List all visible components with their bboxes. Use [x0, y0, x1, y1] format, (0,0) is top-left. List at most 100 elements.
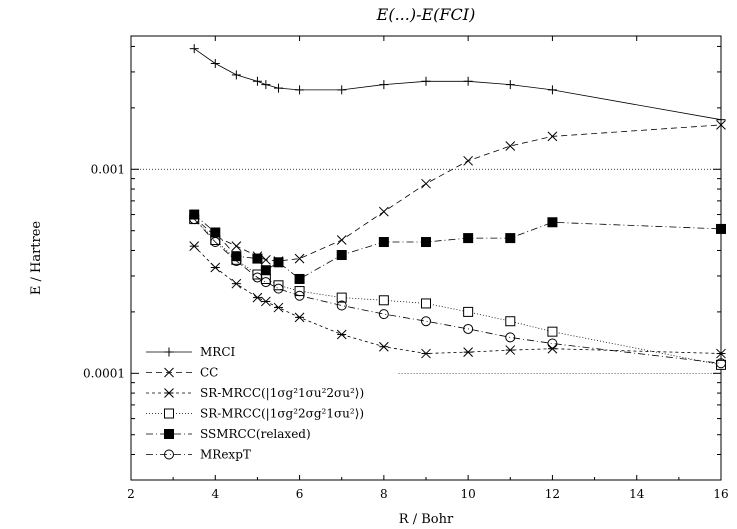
- series-5: [189, 214, 726, 369]
- legend-label: SR-MRCC(|1σg²1σu²2σu²⟩): [200, 386, 364, 400]
- y-tick-label: 0.0001: [83, 366, 125, 380]
- data-point: [463, 155, 473, 166]
- data-point: [260, 265, 271, 276]
- legend-marker: [164, 429, 174, 439]
- data-point: [273, 280, 284, 291]
- x-tick-label: 4: [211, 487, 219, 501]
- series-line: [193, 214, 722, 280]
- data-point: [336, 250, 347, 261]
- data-point: [252, 76, 262, 86]
- data-point: [231, 241, 242, 252]
- data-point: [379, 80, 389, 90]
- x-tick-label: 6: [296, 487, 304, 501]
- data-point: [273, 283, 284, 294]
- data-point: [716, 358, 726, 369]
- data-point: [463, 323, 474, 334]
- data-point: [421, 178, 431, 189]
- data-point: [505, 332, 516, 343]
- data-point: [210, 58, 220, 68]
- data-point: [210, 262, 221, 273]
- data-point: [260, 277, 271, 288]
- legend-marker: [164, 367, 174, 378]
- series-line: [193, 124, 722, 262]
- x-tick-label: 8: [380, 487, 388, 501]
- data-point: [421, 298, 431, 309]
- data-point: [547, 131, 558, 142]
- data-point: [463, 233, 474, 244]
- data-point: [261, 296, 271, 307]
- series-line: [193, 218, 722, 366]
- series-0: [189, 44, 726, 125]
- x-tick-label: 12: [545, 487, 560, 501]
- data-point: [210, 227, 221, 238]
- series-line: [193, 245, 722, 354]
- data-point: [716, 120, 726, 130]
- x-axis-label: R / Bohr: [399, 512, 454, 527]
- series-4: [189, 209, 726, 284]
- legend-marker: [164, 449, 174, 460]
- data-point: [421, 348, 431, 359]
- data-point: [294, 290, 305, 301]
- legend-label: MRexpT: [200, 448, 251, 462]
- data-point: [273, 257, 284, 268]
- data-point: [716, 115, 726, 125]
- data-point: [463, 306, 474, 317]
- data-point: [231, 278, 242, 289]
- x-tick-label: 2: [127, 487, 135, 501]
- data-point: [274, 83, 283, 93]
- data-point: [294, 273, 305, 284]
- data-point: [463, 347, 473, 357]
- data-point: [210, 237, 221, 248]
- data-point: [378, 237, 389, 248]
- data-point: [252, 272, 263, 283]
- data-point: [252, 253, 263, 264]
- data-point: [378, 295, 389, 306]
- data-point: [294, 253, 305, 264]
- data-point: [547, 338, 558, 349]
- y-axis-label: E / Hartree: [29, 221, 44, 296]
- data-point: [505, 233, 516, 244]
- data-point: [421, 316, 431, 327]
- data-point: [336, 300, 347, 311]
- x-tick-label: 16: [713, 487, 728, 501]
- data-point: [547, 217, 558, 228]
- legend-label: MRCI: [200, 345, 236, 359]
- data-point: [261, 80, 271, 90]
- data-point: [505, 345, 516, 355]
- data-point: [379, 206, 389, 217]
- data-point: [379, 341, 389, 352]
- data-point: [505, 141, 516, 151]
- chart-title: E(...)-E(FCI): [376, 5, 476, 24]
- data-point: [336, 329, 347, 340]
- data-point: [421, 237, 431, 248]
- data-point: [231, 70, 241, 80]
- axes-layer: 2 4 6 8 10 12 14 16 0.0001 0.001: [83, 36, 729, 501]
- legend-label: SSMRCC(relaxed): [200, 427, 311, 441]
- data-point: [252, 292, 263, 303]
- series-2: [189, 241, 726, 359]
- data-point: [463, 76, 473, 86]
- series-1: [189, 120, 726, 266]
- series-layer: [189, 44, 726, 370]
- series-line: [193, 48, 722, 121]
- legend-marker: [164, 408, 174, 419]
- series-3: [189, 214, 726, 370]
- data-point: [547, 343, 558, 354]
- data-point: [189, 241, 200, 252]
- data-point: [295, 85, 305, 95]
- data-point: [421, 76, 431, 86]
- data-point: [261, 254, 271, 265]
- data-point: [336, 235, 347, 245]
- data-point: [378, 309, 389, 320]
- legend-label: CC: [200, 366, 218, 380]
- x-tick-label: 10: [461, 487, 476, 501]
- data-point: [547, 326, 558, 337]
- legend-marker: [164, 388, 174, 398]
- data-point: [505, 316, 516, 327]
- data-point: [505, 80, 515, 90]
- series-line: [193, 218, 722, 364]
- data-point: [716, 223, 726, 234]
- data-point: [716, 348, 726, 359]
- data-point: [273, 302, 284, 313]
